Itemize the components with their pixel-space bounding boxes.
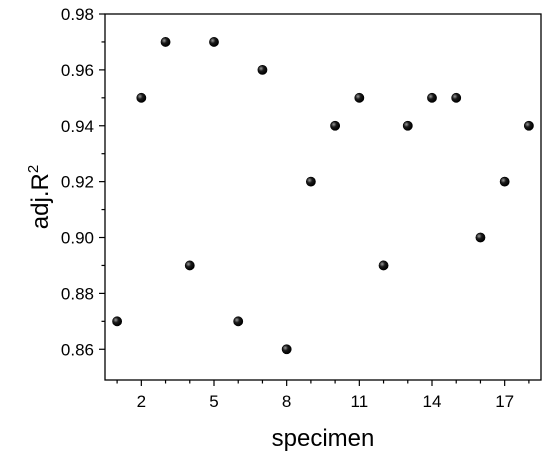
data-point — [523, 120, 534, 131]
data-point — [233, 316, 244, 327]
x-tick-label: 17 — [495, 392, 514, 411]
data-point — [402, 120, 413, 131]
y-axis-ticks: 0.86 0.88 0.90 0.92 0.94 0.96 0.98 — [61, 5, 105, 359]
x-tick-label: 8 — [282, 392, 291, 411]
y-tick-label: 0.88 — [61, 284, 94, 303]
x-tick-label: 14 — [423, 392, 442, 411]
x-tick-label: 11 — [351, 392, 369, 411]
x-axis-title: specimen — [272, 425, 375, 452]
data-point — [451, 92, 462, 103]
y-axis-title-main: adj.R — [27, 173, 54, 229]
data-point — [160, 37, 171, 47]
x-tick-label: 2 — [137, 392, 146, 411]
data-point — [378, 260, 389, 271]
y-axis-title-superscript: 2 — [25, 165, 42, 173]
y-tick-label: 0.92 — [61, 173, 94, 192]
data-point — [427, 92, 437, 103]
data-point — [281, 344, 292, 355]
data-point — [136, 92, 147, 103]
plot-frame — [104, 13, 542, 381]
data-point — [112, 316, 123, 327]
y-tick-label: 0.90 — [61, 229, 94, 248]
y-tick-label: 0.86 — [61, 340, 94, 359]
data-point — [305, 176, 316, 187]
y-tick-label: 0.96 — [61, 61, 94, 80]
data-point — [184, 260, 195, 271]
data-point — [330, 120, 341, 131]
data-point — [475, 232, 486, 243]
data-points — [112, 37, 534, 355]
y-tick-label: 0.98 — [61, 5, 94, 24]
data-point — [257, 64, 268, 75]
y-tick-label: 0.94 — [61, 117, 94, 136]
x-axis-ticks: 2 5 8 11 14 17 — [116, 380, 530, 411]
data-point — [354, 92, 365, 103]
data-point — [499, 176, 510, 187]
data-point — [209, 37, 219, 47]
x-tick-label: 5 — [209, 392, 218, 411]
y-axis-title: adj.R2 — [25, 165, 54, 229]
